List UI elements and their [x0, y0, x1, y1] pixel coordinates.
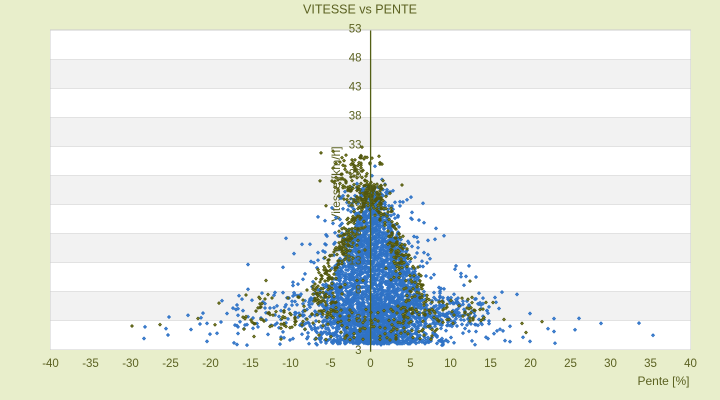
- svg-text:15: 15: [484, 358, 497, 370]
- svg-text:33: 33: [349, 140, 362, 152]
- svg-text:38: 38: [349, 111, 362, 123]
- svg-text:23: 23: [349, 198, 362, 210]
- svg-text:48: 48: [349, 53, 362, 65]
- svg-text:-30: -30: [122, 358, 139, 370]
- svg-text:20: 20: [524, 358, 537, 370]
- svg-text:Pente [%]: Pente [%]: [637, 374, 689, 388]
- svg-text:18: 18: [349, 227, 362, 239]
- svg-text:43: 43: [349, 82, 362, 94]
- svg-text:30: 30: [604, 358, 617, 370]
- svg-text:35: 35: [644, 358, 657, 370]
- svg-text:8: 8: [355, 285, 361, 297]
- svg-text:3: 3: [355, 314, 361, 326]
- svg-text:-15: -15: [242, 358, 259, 370]
- svg-text:-40: -40: [42, 358, 59, 370]
- svg-text:VITESSE vs PENTE: VITESSE vs PENTE: [303, 3, 417, 17]
- svg-text:28: 28: [349, 169, 362, 181]
- svg-text:25: 25: [564, 358, 577, 370]
- svg-text:53: 53: [349, 24, 362, 36]
- svg-text:Vitesse [km/h]: Vitesse [km/h]: [329, 146, 343, 221]
- svg-text:-25: -25: [162, 358, 179, 370]
- svg-text:13: 13: [349, 256, 362, 268]
- svg-text:-35: -35: [82, 358, 99, 370]
- svg-text:5: 5: [407, 358, 413, 370]
- svg-text:3: 3: [355, 345, 361, 357]
- svg-text:0: 0: [367, 358, 373, 370]
- svg-text:10: 10: [444, 358, 457, 370]
- svg-text:-20: -20: [202, 358, 219, 370]
- svg-text:-5: -5: [325, 358, 335, 370]
- svg-text:40: 40: [684, 358, 697, 370]
- svg-text:-10: -10: [282, 358, 299, 370]
